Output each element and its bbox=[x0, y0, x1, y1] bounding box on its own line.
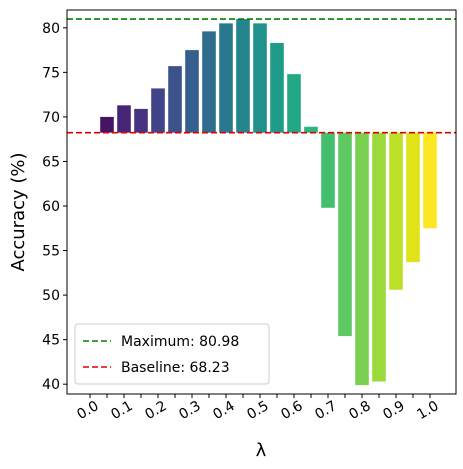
plot-frame bbox=[66, 9, 457, 395]
legend-label: Maximum: 80.98 bbox=[121, 334, 239, 350]
bar bbox=[253, 23, 267, 133]
y-tick-label: 40 bbox=[42, 377, 60, 393]
x-tick-label: 0.1 bbox=[108, 398, 135, 423]
y-tick-label: 45 bbox=[42, 333, 60, 349]
bar bbox=[168, 66, 182, 133]
x-tick-label: 0.0 bbox=[74, 398, 101, 423]
x-tick-label: 0.3 bbox=[176, 398, 203, 423]
x-axis-label: λ bbox=[256, 440, 267, 461]
bar bbox=[423, 132, 437, 229]
bar bbox=[219, 23, 233, 133]
bar bbox=[134, 108, 148, 133]
x-tick-label: 0.8 bbox=[346, 398, 373, 423]
bar bbox=[100, 116, 114, 133]
bar bbox=[304, 126, 318, 133]
y-axis-label: Accuracy (%) bbox=[8, 152, 29, 271]
y-tick-label: 55 bbox=[42, 244, 60, 260]
bar bbox=[287, 74, 301, 133]
x-tick-label: 0.7 bbox=[312, 398, 339, 423]
y-tick-label: 50 bbox=[42, 288, 60, 304]
legend-label: Baseline: 68.23 bbox=[121, 360, 230, 376]
bar bbox=[185, 50, 199, 133]
y-tick-label: 75 bbox=[42, 65, 60, 81]
y-tick-label: 70 bbox=[42, 110, 60, 126]
x-tick-label: 0.4 bbox=[210, 398, 237, 423]
bar bbox=[321, 132, 335, 208]
legend-box bbox=[74, 323, 270, 385]
x-tick-label: 0.9 bbox=[380, 398, 407, 423]
y-tick-label: 60 bbox=[42, 199, 60, 215]
x-tick-label: 0.6 bbox=[278, 398, 305, 423]
y-tick-label: 65 bbox=[42, 154, 60, 170]
bar bbox=[270, 42, 284, 133]
bar bbox=[117, 105, 131, 133]
bar bbox=[355, 132, 369, 386]
bar bbox=[372, 132, 386, 382]
x-tick-label: 0.5 bbox=[244, 398, 271, 423]
bar bbox=[236, 19, 250, 133]
bar bbox=[151, 88, 165, 133]
x-tick-label: 1.0 bbox=[414, 398, 441, 423]
bar bbox=[338, 132, 352, 337]
bar bbox=[406, 132, 420, 263]
x-tick-label: 0.2 bbox=[142, 398, 169, 423]
bar bbox=[389, 132, 403, 290]
y-tick-label: 80 bbox=[42, 21, 60, 37]
bar bbox=[202, 31, 216, 133]
